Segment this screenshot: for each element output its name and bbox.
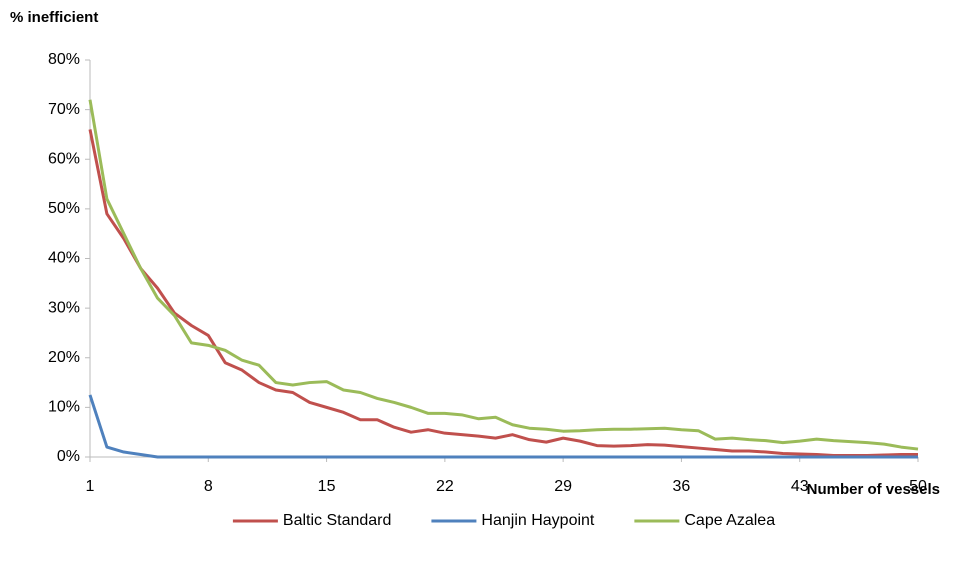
y-tick-label: 30% xyxy=(48,299,80,316)
y-tick-label: 20% xyxy=(48,349,80,366)
series-line xyxy=(88,129,918,458)
x-tick-label: 1 xyxy=(86,478,95,495)
y-tick-label: 80% xyxy=(48,51,80,68)
y-tick-label: 60% xyxy=(48,150,80,167)
x-tick-label: 36 xyxy=(673,478,691,495)
y-tick-label: 50% xyxy=(48,200,80,217)
x-tick-label: 8 xyxy=(204,478,213,495)
x-tick-label: 15 xyxy=(318,478,336,495)
legend-label: Baltic Standard xyxy=(283,512,392,529)
x-tick-label: 29 xyxy=(554,478,572,495)
x-axis-title: Number of vessels xyxy=(807,481,940,498)
y-tick-label: 0% xyxy=(57,448,80,465)
y-axis-title: % inefficient xyxy=(10,9,98,26)
series-line xyxy=(88,99,919,451)
legend-label: Hanjin Haypoint xyxy=(481,512,595,529)
x-tick-label: 22 xyxy=(436,478,454,495)
y-tick-label: 40% xyxy=(48,250,80,267)
series-line xyxy=(88,394,918,459)
legend-label: Cape Azalea xyxy=(684,512,775,529)
y-tick-label: 70% xyxy=(48,101,80,118)
y-tick-label: 10% xyxy=(48,399,80,416)
x-tick-label: 43 xyxy=(791,478,809,495)
x-tick-label: 50 xyxy=(909,478,927,495)
